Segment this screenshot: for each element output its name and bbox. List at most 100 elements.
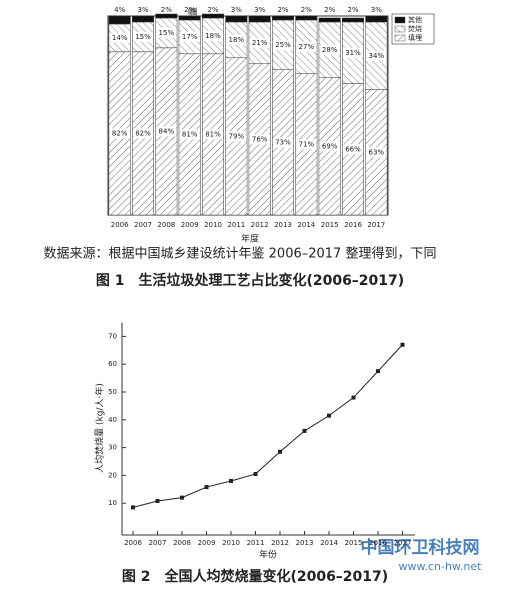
x-tick-label: 2015 (345, 539, 363, 547)
label-bg (133, 128, 153, 139)
x-tick-label: 2006 (124, 539, 142, 547)
data-point (180, 495, 184, 500)
data-label: 79% (229, 132, 245, 140)
x-tick-label: 2011 (227, 221, 245, 229)
x-tick-label: 2010 (222, 539, 240, 547)
data-label: 34% (369, 52, 385, 60)
legend-label: 填埋 (408, 33, 422, 42)
data-label: 76% (252, 135, 268, 143)
bar-segment (155, 13, 178, 19)
label-bg (226, 131, 247, 142)
x-tick-label: 2008 (157, 221, 175, 229)
x-tick-label: 2016 (369, 539, 387, 547)
data-point (278, 449, 282, 454)
label-bg (343, 47, 363, 58)
bar-segment (132, 15, 154, 23)
data-point (253, 472, 258, 477)
x-tick-label: 2009 (198, 539, 216, 547)
bar-segment (178, 15, 201, 21)
y-axis-label: 人均焚烧量 (kg/人·年) (94, 383, 106, 473)
data-point (400, 342, 405, 347)
plot-frame (107, 15, 389, 216)
data-point (302, 428, 307, 433)
label-bg (109, 32, 130, 43)
data-label: 84% (159, 127, 175, 135)
data-label: 31% (345, 49, 361, 57)
bar-segment (365, 15, 388, 23)
label-bg (203, 129, 223, 140)
data-label: 18% (205, 32, 221, 40)
label-bg (366, 147, 387, 158)
x-tick-label: 2014 (297, 221, 315, 229)
data-label: 71% (299, 140, 315, 148)
data-label: 4% (114, 6, 125, 14)
x-tick-label: 2014 (320, 539, 338, 547)
data-label: 82% (112, 129, 128, 137)
data-point (155, 498, 160, 503)
legend-label: 焚烧 (408, 24, 422, 33)
data-label: 81% (182, 130, 198, 138)
x-tick-label: 2017 (367, 221, 385, 229)
x-tick-label: 2013 (274, 221, 292, 229)
data-label: 27% (299, 43, 315, 51)
x-tick-label: 2013 (296, 539, 314, 547)
label-bg (109, 128, 130, 139)
data-label: 25% (275, 41, 291, 49)
bar-segment (225, 15, 248, 23)
label-bg (203, 30, 223, 41)
data-label: 2% (161, 6, 172, 14)
legend-swatch (394, 34, 406, 42)
data-point (327, 413, 331, 418)
data-label: 82% (135, 129, 151, 137)
data-label: 2% (347, 6, 358, 14)
legend-label: 其他 (408, 15, 422, 24)
y-tick-label: 40 (108, 416, 117, 424)
data-label: 15% (135, 33, 151, 41)
data-label: 21% (252, 39, 268, 47)
bar-segment (248, 15, 271, 23)
data-label: 66% (345, 145, 361, 153)
data-label: 69% (322, 142, 338, 150)
data-point (229, 478, 233, 483)
x-axis-label: 年份 (259, 549, 277, 561)
x-tick-label: 2016 (344, 221, 362, 229)
data-label: 63% (369, 148, 385, 156)
source-note: 数据来源：根据中国城乡建设统计年鉴 2006–2017 整理得到，下同 (44, 246, 437, 262)
data-point (351, 395, 356, 400)
data-label: 2% (184, 6, 195, 14)
x-tick-label: 2009 (181, 221, 199, 229)
x-tick-label: 2006 (111, 221, 129, 229)
data-label: 2% (324, 6, 335, 14)
label-bg (249, 134, 270, 145)
y-tick-label: 20 (108, 471, 117, 479)
x-tick-label: 2015 (321, 221, 339, 229)
x-tick-label: 2012 (251, 221, 269, 229)
data-line (132, 344, 403, 508)
data-point (204, 485, 209, 490)
x-tick-label: 2011 (247, 539, 265, 547)
label-bg (179, 129, 200, 140)
label-bg (179, 31, 200, 42)
watermark-title: 中国环卫科技网 (361, 537, 480, 558)
label-bg (296, 41, 317, 52)
figure-caption: 图 2 全国人均焚烧量变化(2006–2017) (122, 568, 388, 585)
bar-segment (272, 15, 294, 21)
x-tick-label: 2017 (394, 539, 412, 547)
x-axis-label: 年度 (241, 233, 259, 245)
data-label: 17% (182, 33, 198, 41)
label-bg (273, 137, 293, 148)
x-tick-label: 2010 (204, 221, 222, 229)
y-tick-label: 70 (108, 332, 117, 340)
x-tick-label: 2008 (173, 539, 191, 547)
label-bg (319, 44, 340, 55)
bar-segment (318, 17, 341, 23)
figure-caption: 图 1 生活垃圾处理工艺占比变化(2006–2017) (96, 272, 404, 289)
data-label: 14% (112, 34, 128, 42)
label-bg (296, 139, 317, 150)
label-bg (156, 126, 177, 137)
data-label: 3% (231, 6, 242, 14)
y-tick-label: 30 (108, 444, 117, 452)
label-bg (343, 144, 363, 155)
legend-swatch (394, 25, 406, 33)
